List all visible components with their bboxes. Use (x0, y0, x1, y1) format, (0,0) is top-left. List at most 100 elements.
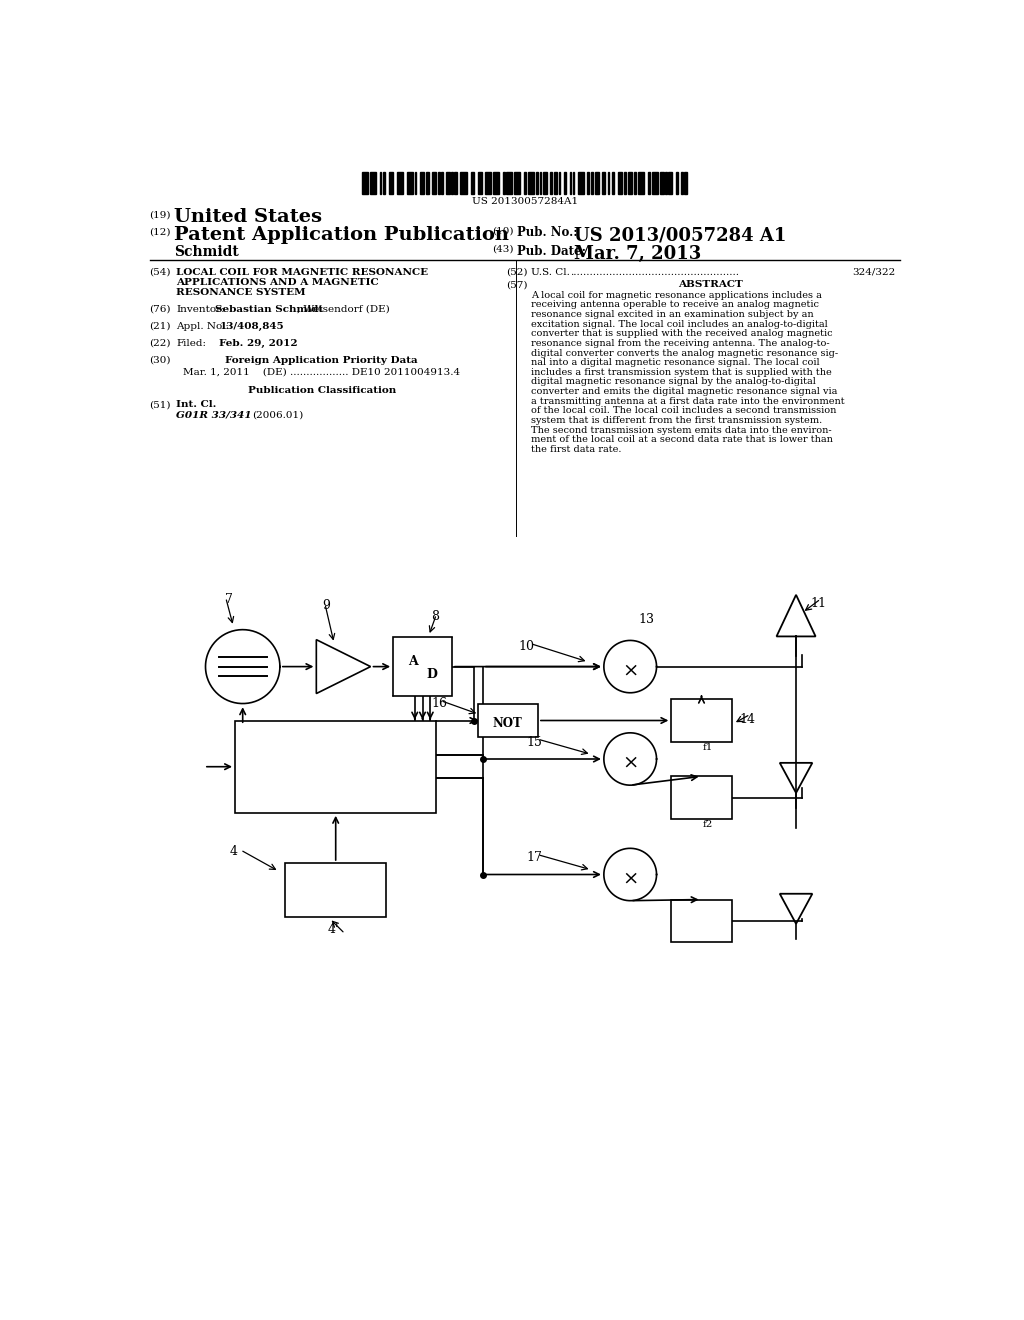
Text: D: D (426, 668, 437, 681)
Text: (22): (22) (150, 339, 171, 347)
Bar (426, 172, 429, 194)
Text: (52): (52) (507, 268, 528, 277)
Text: Pub. Date:: Pub. Date: (517, 244, 586, 257)
Bar (659, 172, 664, 194)
Text: 8: 8 (431, 610, 439, 623)
Bar (452, 172, 453, 194)
Text: , Weisendorf (DE): , Weisendorf (DE) (297, 305, 390, 314)
Bar (672, 899, 732, 942)
Text: (51): (51) (150, 400, 171, 409)
Text: US 20130057284A1: US 20130057284A1 (472, 197, 578, 206)
Text: 10: 10 (518, 640, 535, 653)
Bar (370, 172, 376, 194)
Text: resonance signal excited in an examination subject by an: resonance signal excited in an examinati… (531, 310, 814, 319)
Bar (587, 172, 589, 194)
Text: ×: × (622, 870, 638, 887)
Text: 14: 14 (739, 713, 756, 726)
Bar (393, 638, 452, 696)
Text: Appl. No.:: Appl. No.: (176, 322, 229, 330)
Bar (432, 172, 435, 194)
Bar (537, 172, 538, 194)
Bar (595, 172, 599, 194)
Bar (569, 172, 571, 194)
Text: Patent Application Publication: Patent Application Publication (174, 226, 510, 244)
Bar (397, 172, 403, 194)
Bar (634, 172, 636, 194)
Text: APPLICATIONS AND A MAGNETIC: APPLICATIONS AND A MAGNETIC (176, 277, 379, 286)
Text: US 2013/0057284 A1: US 2013/0057284 A1 (573, 226, 786, 244)
Text: G01R 33/341: G01R 33/341 (176, 411, 252, 420)
Bar (564, 172, 566, 194)
Text: nal into a digital magnetic resonance signal. The local coil: nal into a digital magnetic resonance si… (531, 358, 819, 367)
Text: (19): (19) (150, 211, 171, 219)
Bar (445, 172, 450, 194)
Text: (43): (43) (493, 244, 514, 253)
Bar (514, 172, 520, 194)
Bar (554, 172, 557, 194)
Bar (234, 721, 436, 813)
Bar (441, 172, 443, 194)
Text: f2: f2 (703, 820, 714, 829)
Text: NOT: NOT (493, 717, 522, 730)
Text: Mar. 1, 2011    (DE) .................. DE10 2011004913.4: Mar. 1, 2011 (DE) .................. DE1… (183, 368, 461, 376)
Bar (638, 172, 644, 194)
Text: ment of the local coil at a second data rate that is lower than: ment of the local coil at a second data … (531, 436, 833, 445)
Text: Inventor:: Inventor: (176, 305, 224, 314)
Text: the first data rate.: the first data rate. (531, 445, 622, 454)
Bar (540, 172, 541, 194)
Bar (648, 172, 649, 194)
Text: ....................................................: ........................................… (569, 268, 738, 277)
Bar (389, 172, 393, 194)
Text: Mar. 7, 2013: Mar. 7, 2013 (573, 244, 700, 263)
Text: 15: 15 (526, 737, 543, 748)
Text: Foreign Application Priority Data: Foreign Application Priority Data (225, 355, 418, 364)
Text: converter that is supplied with the received analog magnetic: converter that is supplied with the rece… (531, 330, 833, 338)
Text: (54): (54) (150, 268, 171, 277)
Text: U.S. Cl.: U.S. Cl. (531, 268, 570, 277)
Bar (362, 172, 369, 194)
Text: (21): (21) (150, 322, 171, 330)
Bar (684, 172, 687, 194)
Bar (484, 172, 490, 194)
Text: 13: 13 (638, 612, 654, 626)
Bar (478, 172, 482, 194)
Bar (380, 172, 381, 194)
Bar (628, 172, 632, 194)
Text: 16: 16 (431, 697, 447, 710)
Text: receiving antenna operable to receive an analog magnetic: receiving antenna operable to receive an… (531, 301, 819, 309)
Bar (493, 172, 500, 194)
Text: 4: 4 (229, 845, 238, 858)
Bar (665, 172, 667, 194)
Bar (528, 172, 535, 194)
Text: (30): (30) (150, 355, 171, 364)
Bar (669, 172, 672, 194)
Text: ×: × (622, 754, 638, 772)
Text: (2006.01): (2006.01) (252, 411, 303, 420)
Text: 4': 4' (328, 923, 339, 936)
Text: resonance signal from the receiving antenna. The analog-to-: resonance signal from the receiving ante… (531, 339, 829, 348)
Text: 9: 9 (323, 599, 331, 612)
Bar (506, 172, 512, 194)
Text: (12): (12) (150, 227, 171, 236)
Text: digital magnetic resonance signal by the analog-to-digital: digital magnetic resonance signal by the… (531, 378, 816, 387)
Bar (544, 172, 547, 194)
Bar (611, 172, 614, 194)
Text: The second transmission system emits data into the environ-: The second transmission system emits dat… (531, 425, 831, 434)
Text: A local coil for magnetic resonance applications includes a: A local coil for magnetic resonance appl… (531, 290, 822, 300)
Text: includes a first transmission system that is supplied with the: includes a first transmission system tha… (531, 368, 831, 376)
Text: LOCAL COIL FOR MAGNETIC RESONANCE: LOCAL COIL FOR MAGNETIC RESONANCE (176, 268, 428, 277)
Text: A: A (409, 656, 418, 668)
Text: digital converter converts the analog magnetic resonance sig-: digital converter converts the analog ma… (531, 348, 838, 358)
Bar (652, 172, 658, 194)
Bar (524, 172, 526, 194)
Bar (286, 863, 386, 917)
Bar (471, 172, 474, 194)
Text: 7: 7 (225, 593, 232, 606)
Text: f1: f1 (703, 743, 714, 752)
Text: (10): (10) (493, 226, 514, 235)
Text: Schmidt: Schmidt (174, 244, 240, 259)
Bar (676, 172, 678, 194)
Text: Publication Classification: Publication Classification (248, 387, 396, 395)
Bar (455, 172, 457, 194)
Text: 324/322: 324/322 (852, 268, 895, 277)
